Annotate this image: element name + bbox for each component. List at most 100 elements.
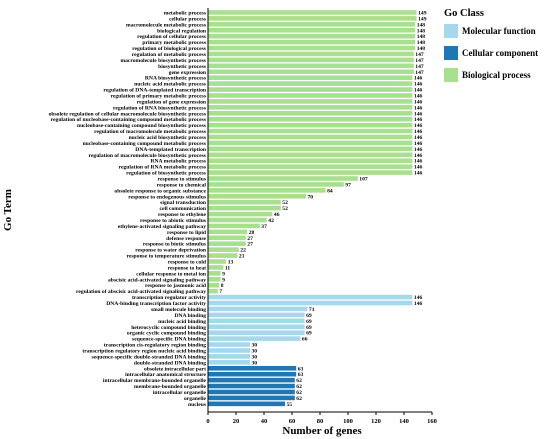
category-label: regulation of biological process xyxy=(132,46,207,52)
bar xyxy=(208,75,413,80)
x-tick-label: 60 xyxy=(289,418,296,425)
bar xyxy=(208,128,413,134)
bar xyxy=(208,277,221,282)
bar xyxy=(208,330,305,335)
category-label: nucleic acid metabolic process xyxy=(134,82,207,88)
category-label: biosynthetic process xyxy=(158,64,207,70)
value-label: 107 xyxy=(359,177,368,183)
bar xyxy=(208,312,305,318)
value-label: 27 xyxy=(247,236,253,242)
bar xyxy=(208,395,295,401)
category-label: RNA metabolic process xyxy=(150,159,206,165)
value-label: 42 xyxy=(268,218,274,224)
category-label: intracellular organelle xyxy=(153,390,207,396)
category-label: response to lipid xyxy=(167,230,207,236)
bar xyxy=(208,288,218,294)
bar xyxy=(208,253,238,258)
bar xyxy=(208,188,326,193)
x-tick-label: 140 xyxy=(399,418,409,425)
bar xyxy=(208,371,297,377)
value-label: 147 xyxy=(415,70,424,76)
category-label: abscisic acid-activated signaling pathwa… xyxy=(108,277,206,283)
category-label: regulation of cellular process xyxy=(137,34,207,40)
bar xyxy=(208,22,416,27)
bar xyxy=(208,348,250,353)
value-label: 147 xyxy=(415,58,424,64)
bar xyxy=(208,39,416,45)
category-label: primary metabolic process xyxy=(142,40,206,46)
bar xyxy=(208,158,413,164)
bar xyxy=(208,170,413,175)
legend-swatch xyxy=(444,68,458,82)
value-label: 149 xyxy=(418,10,427,16)
category-label: response to temperature stimulus xyxy=(127,254,207,260)
value-label: 146 xyxy=(414,165,423,171)
category-label: intracellular membrane-bounded organelle xyxy=(103,378,207,384)
value-label: 66 xyxy=(302,337,308,343)
bar xyxy=(208,134,413,140)
category-label: regulation of RNA biosynthetic process xyxy=(113,105,207,111)
category-label: biological regulation xyxy=(157,28,207,34)
category-label: signal transduction xyxy=(160,200,207,206)
value-label: 63 xyxy=(298,372,304,378)
category-label: obsolete response to organic substance xyxy=(114,188,206,194)
category-label: gene expression xyxy=(169,70,207,76)
category-label: double-stranded DNA binding xyxy=(134,360,206,366)
category-label: response to heat xyxy=(168,265,207,271)
category-label: response to jasmonic acid xyxy=(145,283,207,289)
value-label: 30 xyxy=(252,348,258,354)
category-label: regulation of abscisic acid-activated si… xyxy=(76,289,206,295)
bar xyxy=(208,16,417,21)
value-label: 69 xyxy=(306,331,312,337)
bar xyxy=(208,164,413,169)
value-label: 30 xyxy=(252,360,258,366)
category-label: membrane-bounded organelle xyxy=(134,384,206,390)
value-label: 146 xyxy=(414,171,423,177)
category-label: nucleobase-containing compound biosynthe… xyxy=(77,123,207,129)
category-label: response to water deprivation xyxy=(135,248,207,254)
bar xyxy=(208,401,285,407)
value-label: 22 xyxy=(240,248,246,254)
bar xyxy=(208,45,416,51)
bar xyxy=(208,33,416,39)
bar xyxy=(208,81,413,86)
value-label: 146 xyxy=(414,105,423,111)
category-label: response to abiotic stimulus xyxy=(140,218,207,224)
value-label: 30 xyxy=(252,354,258,360)
category-label: response to chemical xyxy=(157,182,207,188)
bar xyxy=(208,193,306,199)
bar xyxy=(208,69,414,75)
x-tick-label: 40 xyxy=(261,418,268,425)
bar xyxy=(208,235,246,241)
bar xyxy=(208,300,413,306)
bar xyxy=(208,306,308,312)
bar xyxy=(208,282,220,288)
category-label: cell communication xyxy=(160,206,207,212)
value-label: 69 xyxy=(306,319,312,325)
value-label: 52 xyxy=(282,200,288,206)
bar xyxy=(208,211,273,217)
value-label: 146 xyxy=(414,295,423,301)
value-label: 146 xyxy=(414,129,423,135)
bar xyxy=(208,336,301,341)
category-label: regulation of biosynthetic process xyxy=(126,171,207,177)
category-label: nucleobase-containing compound metabolic… xyxy=(83,141,207,147)
bar xyxy=(208,63,414,69)
bar xyxy=(208,199,281,205)
value-label: 148 xyxy=(417,28,426,34)
category-label: ethylene-activated signaling pathway xyxy=(118,224,206,230)
value-label: 62 xyxy=(296,378,302,384)
value-label: 146 xyxy=(414,147,423,153)
value-label: 55 xyxy=(287,402,293,408)
bar xyxy=(208,389,295,395)
category-label: transcription regulatory region nucleic … xyxy=(82,348,206,354)
bar xyxy=(208,105,413,110)
category-label: regulation of metabolic process xyxy=(132,52,207,58)
bar xyxy=(208,87,413,92)
x-tick-label: 100 xyxy=(343,418,353,425)
category-label: nucleic acid biosynthetic process xyxy=(129,135,207,141)
value-label: 84 xyxy=(327,188,333,194)
bar xyxy=(208,294,413,300)
bar xyxy=(208,110,413,116)
